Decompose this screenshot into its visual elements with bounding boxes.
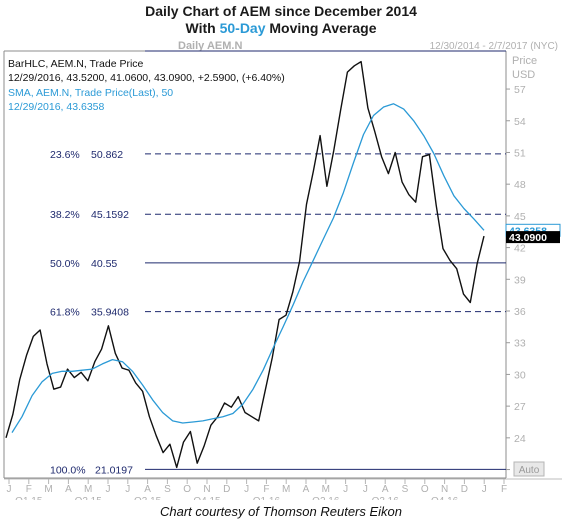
x-month-label: J [106, 484, 111, 495]
y-tick-label: 42 [514, 243, 526, 255]
price-series-line [5, 60, 485, 469]
legend-price-line1: BarHLC, AEM.N, Trade Price [8, 58, 144, 70]
x-month-label: O [183, 484, 191, 495]
x-quarter-label: Q2 15 [75, 496, 103, 500]
y-tick-label: 24 [514, 433, 526, 445]
y-axis-unit: USD [512, 69, 535, 81]
auto-scale-label: Auto [519, 465, 540, 476]
x-month-label: J [244, 484, 249, 495]
x-quarter-label: Q3 15 [134, 496, 162, 500]
fib-value-label: 50.862 [91, 149, 123, 161]
x-month-label: F [26, 484, 32, 495]
x-month-label: M [44, 484, 52, 495]
x-month-label: S [402, 484, 409, 495]
legend: BarHLC, AEM.N, Trade Price 12/29/2016, 4… [8, 58, 285, 113]
date-range-label: 12/30/2014 - 2/7/2017 (NYC) [430, 41, 558, 52]
x-month-label: A [382, 484, 389, 495]
x-month-label: S [164, 484, 171, 495]
x-month-label: J [343, 484, 348, 495]
y-tick-label: 51 [514, 147, 526, 159]
x-month-label: J [7, 484, 12, 495]
x-quarter-label: Q2 16 [312, 496, 340, 500]
x-quarter-label: Q1 16 [253, 496, 281, 500]
x-month-label: M [322, 484, 330, 495]
y-axis-title: Price [512, 55, 537, 67]
x-month-label: A [65, 484, 72, 495]
y-tick-label: 33 [514, 338, 526, 350]
y-tick-label: 36 [514, 306, 526, 318]
x-month-label: N [203, 484, 210, 495]
fib-pct-label: 61.8% [50, 307, 80, 319]
x-month-label: F [263, 484, 269, 495]
x-month-label: D [223, 484, 230, 495]
instrument-label: Daily AEM.N [178, 40, 242, 52]
fib-pct-label: 23.6% [50, 149, 80, 161]
y-tick-label: 57 [514, 84, 526, 96]
legend-sma-line1: SMA, AEM.N, Trade Price(Last), 50 [8, 87, 173, 99]
price-chart[interactable]: Daily AEM.N 12/30/2014 - 2/7/2017 (NYC) … [0, 0, 562, 500]
fib-value-label: 40.55 [91, 258, 117, 270]
last-price-tag: 43.0900 [506, 231, 560, 244]
x-month-label: N [441, 484, 448, 495]
price-tag-text: 43.0900 [509, 232, 547, 244]
fibonacci-levels: 23.6% 50.862 38.2% 45.1592 50.0% 40.55 61.8% 35… [50, 50, 506, 476]
fib-pct-label: 50.0% [50, 258, 80, 270]
x-quarter-label: Q3 16 [372, 496, 400, 500]
x-quarter-label: Q4 15 [193, 496, 221, 500]
fib-value-label: 21.0197 [95, 464, 133, 476]
x-month-label: M [282, 484, 290, 495]
x-quarter-label: Q4 16 [431, 496, 459, 500]
x-month-label: D [461, 484, 468, 495]
y-tick-label: 30 [514, 369, 526, 381]
x-month-label: F [501, 484, 507, 495]
chart-title: Daily Chart of AEM since December 2014 [145, 3, 417, 19]
auto-scale-button[interactable]: Auto [513, 461, 545, 477]
chart-subtitle: With 50-Day Moving Average [0, 20, 562, 36]
x-month-label: J [482, 484, 487, 495]
x-quarter-label: Q1 15 [15, 496, 43, 500]
x-month-label: M [84, 484, 92, 495]
y-tick-label: 39 [514, 274, 526, 286]
legend-price-line2: 12/29/2016, 43.5200, 41.0600, 43.0900, +… [8, 72, 285, 84]
fib-value-label: 45.1592 [91, 209, 129, 221]
chart-caption: Chart courtesy of Thomson Reuters Eikon [159, 504, 403, 519]
price-tag-bg [506, 231, 560, 244]
fib-value-label: 35.9408 [91, 307, 129, 319]
subtitle-highlight: 50-Day [219, 20, 266, 36]
fib-pct-label: 100.0% [50, 464, 86, 476]
legend-sma-line2: 12/29/2016, 43.6358 [8, 101, 105, 113]
y-tick-label: 45 [514, 211, 526, 223]
x-axis-ticks: JFMAMJJASONDJFMAMJJASONDJFQ1 15Q2 15Q3 1… [7, 479, 507, 500]
y-tick-label: 48 [514, 179, 526, 191]
subtitle-prefix: With [185, 20, 220, 36]
sma-series-line [11, 103, 485, 433]
x-month-label: J [363, 484, 368, 495]
x-month-label: O [421, 484, 429, 495]
x-month-label: J [125, 484, 130, 495]
y-tick-label: 27 [514, 401, 526, 413]
x-month-label: A [303, 484, 310, 495]
y-axis-ticks: 21242730333639424548515457 [506, 84, 526, 477]
y-tick-label: 54 [514, 116, 526, 128]
fib-pct-label: 38.2% [50, 209, 80, 221]
x-month-label: A [144, 484, 151, 495]
subtitle-suffix: Moving Average [265, 20, 377, 36]
